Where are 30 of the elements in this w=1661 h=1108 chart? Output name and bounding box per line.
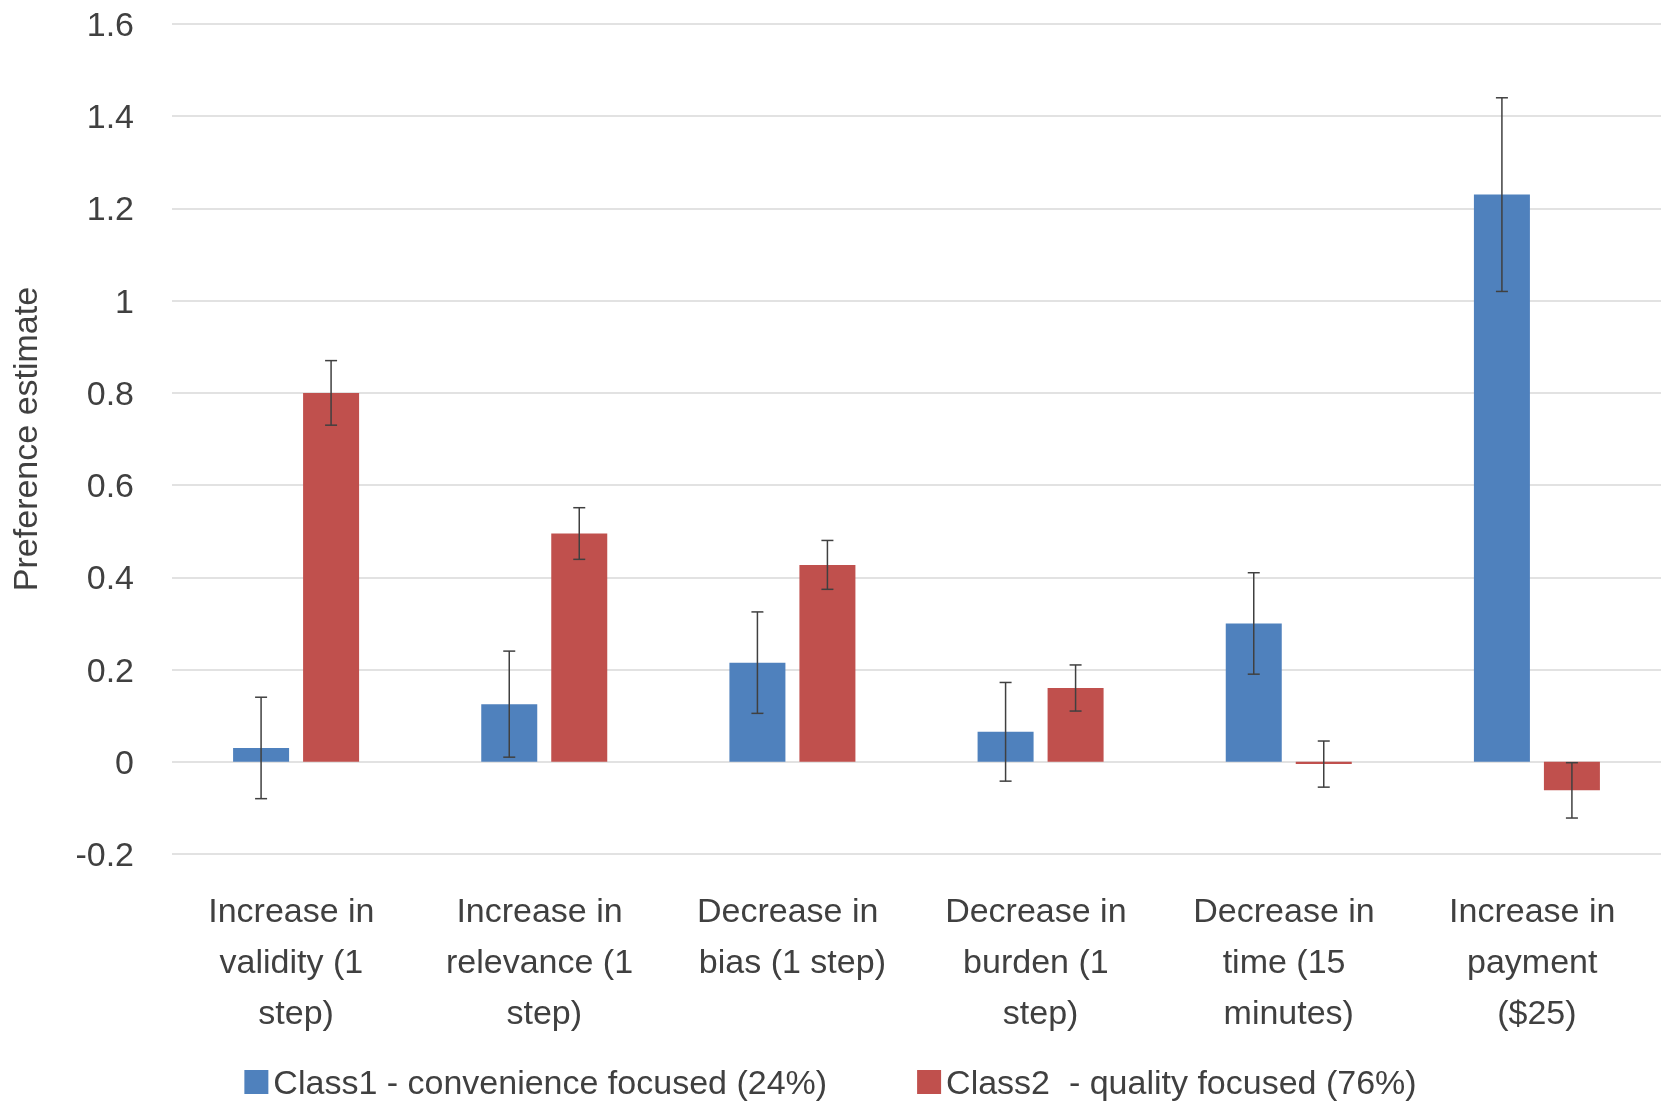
y-axis-title: Preference estimate bbox=[6, 286, 44, 592]
y-tick-label: 0 bbox=[115, 742, 134, 781]
y-tick-label: 1 bbox=[115, 281, 134, 320]
bar bbox=[1047, 688, 1104, 762]
y-tick-label: 0.6 bbox=[86, 466, 134, 505]
bar bbox=[729, 662, 786, 762]
legend-label: Class1 - convenience focused (24%) bbox=[273, 1063, 828, 1101]
bar bbox=[977, 731, 1034, 762]
bar bbox=[551, 533, 608, 762]
bar bbox=[233, 747, 290, 762]
y-tick-label: 1.6 bbox=[86, 5, 134, 43]
x-tick-label: Increase in payment ($25) bbox=[1449, 890, 1625, 1031]
bar bbox=[1225, 623, 1282, 762]
x-tick-label: Increase in relevance (1 step) bbox=[445, 890, 643, 1031]
y-tick-label: 0.8 bbox=[86, 373, 134, 412]
legend-label: Class2 - quality focused (76%) bbox=[946, 1063, 1417, 1101]
y-tick-label: 0.4 bbox=[86, 558, 134, 597]
x-tick-label: Increase in validity (1 step) bbox=[208, 890, 384, 1031]
bar bbox=[1473, 194, 1530, 762]
y-tick-label: 1.2 bbox=[86, 189, 134, 228]
x-tick-label: Decrease in time (15 minutes) bbox=[1193, 890, 1385, 1031]
x-tick-label: Decrease in burden (1 step) bbox=[945, 890, 1137, 1031]
y-tick-label: -0.2 bbox=[75, 835, 134, 873]
bar bbox=[481, 704, 538, 762]
y-tick-label: 0.2 bbox=[86, 650, 134, 689]
x-tick-label: Decrease in bias (1 step) bbox=[696, 890, 888, 980]
bar bbox=[799, 564, 856, 762]
bar bbox=[303, 392, 360, 762]
bar bbox=[1543, 761, 1600, 791]
y-tick-label: 1.4 bbox=[86, 97, 134, 136]
